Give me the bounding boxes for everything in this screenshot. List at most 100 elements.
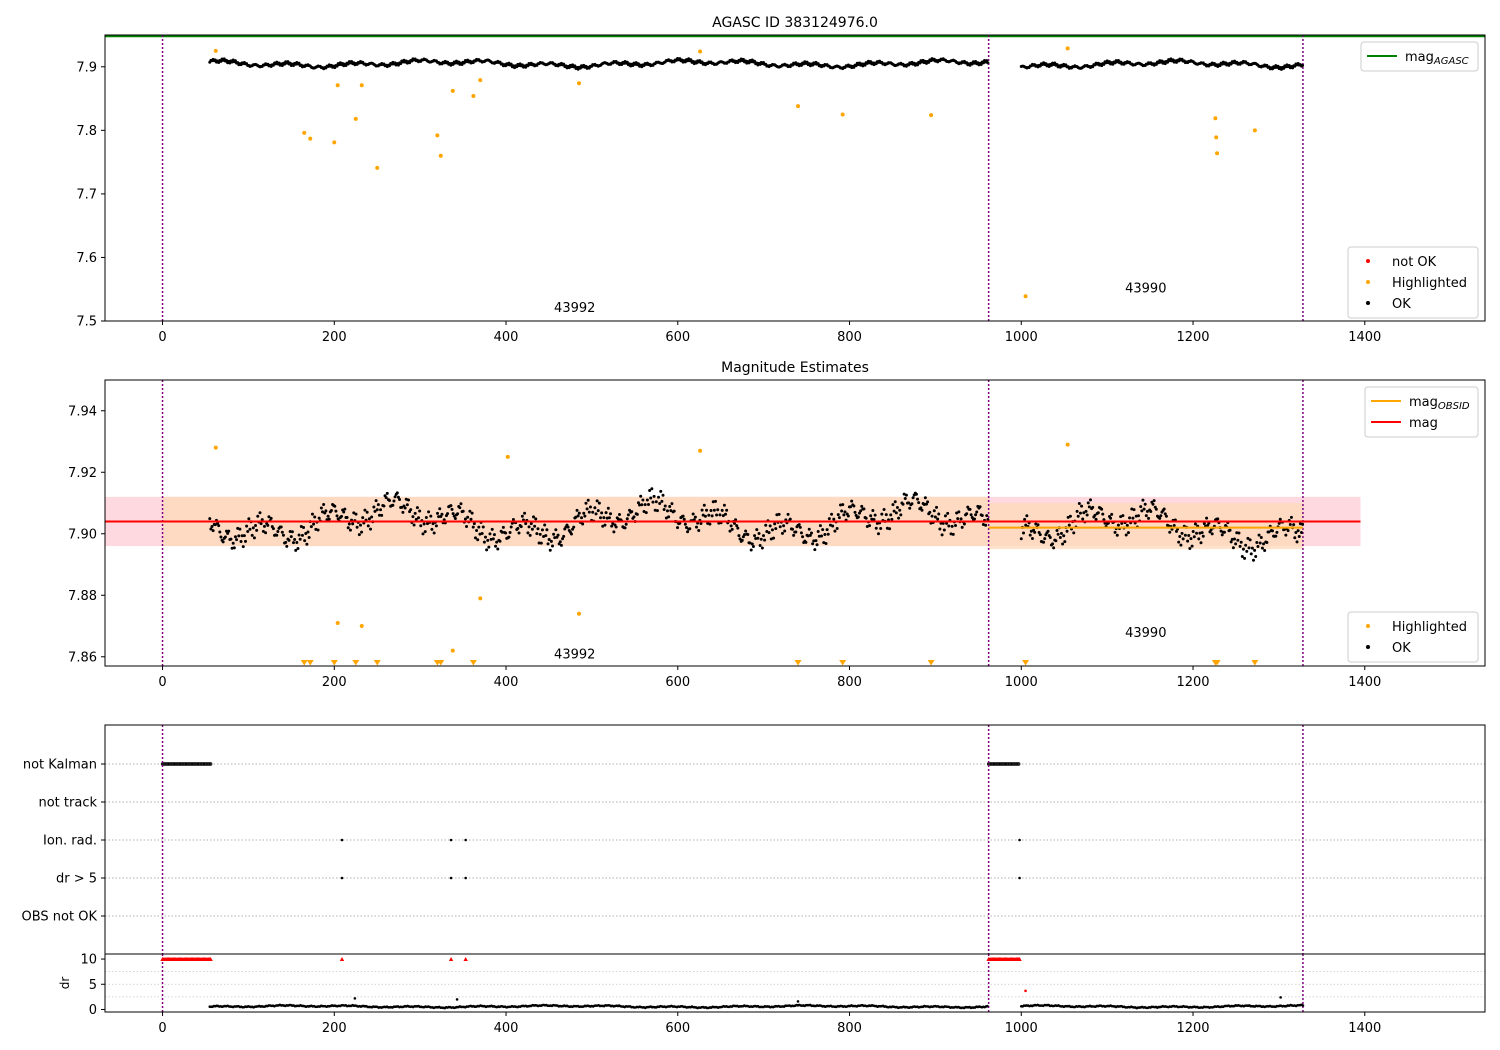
panel2-ok-point [501, 525, 505, 529]
panel1-ok-point [462, 61, 466, 65]
panel2-ok-point [780, 531, 784, 535]
panel2-ok-point [305, 542, 309, 546]
panel2-ok-point [807, 527, 811, 531]
panel2-ok-point [953, 524, 957, 528]
panel2-ok-point [623, 526, 627, 530]
dr-outlier-point [1279, 996, 1282, 999]
dr-capped-marker [448, 957, 454, 962]
panel1-ok-point [816, 62, 820, 66]
panel2-ok-point [409, 508, 413, 512]
panel4-ytick-label: 5 [89, 978, 97, 993]
highlighted-below-marker [927, 660, 935, 666]
legend-mag-label: mag [1409, 416, 1438, 431]
dr-point [986, 1004, 989, 1008]
panel2-ok-point [969, 513, 973, 517]
flag-point [207, 762, 212, 766]
panel2-ok-point [538, 532, 542, 536]
flag-point [464, 876, 467, 880]
panel2-ok-point [418, 509, 422, 513]
panel2-ok-point [837, 516, 841, 520]
panel2-ok-point [732, 521, 736, 525]
panel2-ok-point [720, 508, 724, 512]
panel2-ok-point [1201, 534, 1205, 538]
panel1-ok-point [916, 63, 920, 67]
panel2-ok-point [1237, 531, 1241, 535]
panel2-ok-point [1200, 531, 1204, 535]
panel2-ok-point [370, 515, 374, 519]
panel2-ok-point [891, 503, 895, 507]
panel2-ok-point [1136, 514, 1140, 518]
panel2-ok-point [947, 524, 951, 528]
panel1-ok-point [986, 61, 990, 65]
panel2-ok-point [649, 496, 653, 500]
panel2-ok-point [327, 517, 331, 521]
panel2-ok-point [494, 544, 498, 548]
panel2-ok-point [1110, 512, 1114, 516]
panel2-ok-point [1253, 548, 1257, 552]
panel2-ok-point [842, 513, 846, 517]
panel1-ok-point [625, 60, 629, 64]
panel2-ok-point [721, 514, 725, 518]
panel2-ok-point [335, 514, 339, 518]
panel2-ok-point [373, 509, 377, 513]
panel2-ok-point [425, 522, 429, 526]
panel-magnitude-estimates: Magnitude Estimates 43992 43990 0 200 400 60… [68, 360, 1486, 690]
panel4-xtick-label: 1400 [1348, 1021, 1381, 1036]
panel2-ok-point [549, 539, 553, 543]
panel2-ok-point [756, 536, 760, 540]
panel2-ok-point [509, 525, 513, 529]
panel2-ok-point [1246, 536, 1250, 540]
legend-mag-label: magOBSID [1409, 395, 1470, 412]
panel2-ok-point [651, 500, 655, 504]
panel2-ok-point [942, 528, 946, 532]
panel1-highlighted-point [840, 112, 845, 117]
panel1-ok-point [515, 65, 519, 69]
panel2-ok-point [436, 511, 440, 515]
panel2-ok-point [539, 541, 543, 545]
panel2-ok-point [606, 506, 610, 510]
panel2-ok-point [788, 517, 792, 521]
panel2-ok-point [697, 529, 701, 533]
panel2-ok-point [1164, 514, 1168, 518]
legend-status-swatch [1366, 280, 1370, 284]
panel2-ok-point [1251, 558, 1255, 562]
panel2-ok-point [1132, 508, 1136, 512]
panel4-data [105, 954, 1485, 1012]
panel1-title: AGASC ID 383124976.0 [712, 15, 878, 31]
panel2-ok-point [1091, 505, 1095, 509]
panel2-ok-point [1046, 529, 1050, 533]
flag-point [1017, 762, 1021, 766]
panel2-xtick-label: 1000 [1005, 675, 1038, 690]
panel2-ok-point [334, 509, 338, 513]
flag-point [464, 838, 467, 842]
panel2-ok-point [254, 523, 258, 527]
panel2-ok-point [463, 517, 467, 521]
panel2-ok-point [1220, 533, 1224, 537]
panel1-highlighted-point [1023, 294, 1028, 299]
panel1-ok-point [1293, 64, 1297, 68]
panel2-ok-point [701, 513, 705, 517]
panel-dr: 0 200 400 600 800 1000 1200 1400 0 5 10 dr [58, 953, 1486, 1036]
panel2-ok-point [516, 526, 520, 530]
panel2-ok-point [1048, 536, 1052, 540]
panel2-ok-point [267, 515, 271, 519]
panel2-ok-point [440, 512, 444, 516]
highlighted-below-marker [330, 660, 338, 666]
panel1-ok-point [1301, 63, 1305, 67]
panel2-ok-point [326, 514, 330, 518]
panel1-ok-point [233, 59, 237, 63]
panel2-ok-point [1043, 537, 1047, 541]
panel2-data: 43992 43990 [105, 380, 1361, 666]
panel1-ok-point [700, 60, 704, 64]
panel2-ok-point [586, 498, 590, 502]
panel2-ok-point [1233, 537, 1237, 541]
panel2-ok-point [266, 523, 270, 527]
panel2-ok-point [653, 508, 657, 512]
panel2-ok-point [809, 531, 813, 535]
panel1-ok-point [286, 60, 290, 64]
panel2-ok-point [247, 517, 251, 521]
legend-mag-box [1364, 386, 1479, 438]
panel1-ok-point [1171, 58, 1175, 62]
panel2-ok-point [591, 510, 595, 514]
panel2-ok-point [930, 514, 934, 518]
